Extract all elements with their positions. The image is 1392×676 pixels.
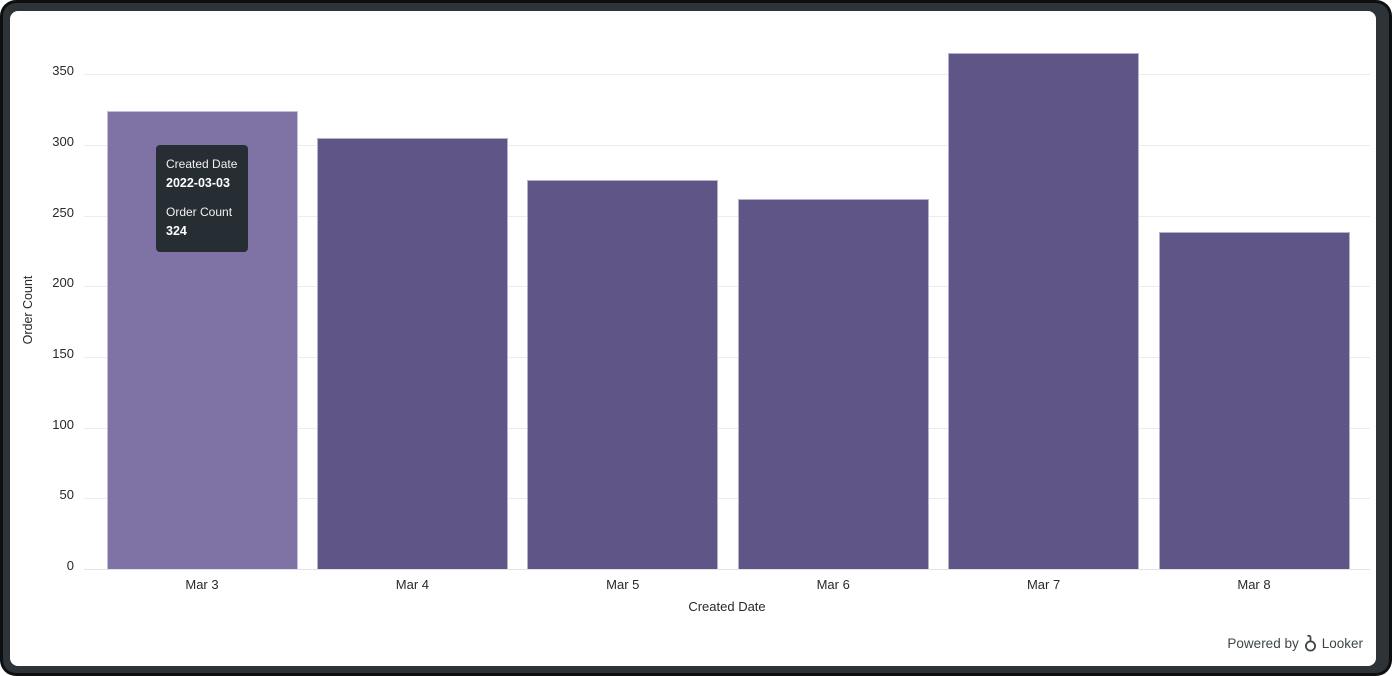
gridline-y-150	[84, 356, 1370, 358]
x-axis-tick-label: Mar 4	[395, 577, 429, 592]
gridline-y-100	[84, 427, 1370, 429]
y-axis-tick-label: 50	[59, 487, 74, 503]
x-axis-tick-label: Mar 5	[606, 577, 640, 592]
bar-mar-4[interactable]	[316, 137, 508, 569]
powered-by-text: Powered by	[1227, 635, 1299, 651]
looker-logo-icon	[1304, 634, 1316, 651]
y-axis-tick-label: 300	[52, 133, 74, 149]
tooltip-dimension-label: Created Date	[166, 157, 238, 171]
y-axis-tick-label: 200	[52, 275, 74, 291]
gridline-y-300	[84, 144, 1370, 146]
tooltip-dimension-value: 2022-03-03	[166, 176, 230, 190]
y-axis-tick-label: 350	[52, 63, 74, 79]
plot-area: 0 50 100 150 200 250 300 350 Mar 3 Mar 4 Mar 5 Mar …	[10, 11, 1376, 666]
x-axis-title: Created Date	[688, 599, 766, 614]
chart-canvas: Order Count 0 50 100 150 200 250 300 350 Mar 3 Ma…	[10, 11, 1376, 666]
gridline-y-250	[84, 215, 1370, 217]
bar-mar-8[interactable]	[1158, 232, 1350, 569]
tooltip-measure-value: 324	[166, 224, 187, 238]
x-axis-tick-label: Mar 6	[816, 577, 850, 592]
gridline-y-350	[84, 74, 1370, 76]
y-axis-tick-label: 250	[52, 204, 74, 220]
y-axis-tick-label: 100	[52, 416, 74, 432]
gridline-y-50	[84, 498, 1370, 500]
gridline-y-200	[84, 286, 1370, 288]
y-axis-tick-label: 150	[52, 345, 74, 361]
looker-brand-text: Looker	[1321, 635, 1363, 651]
x-axis-tick-label: Mar 3	[185, 577, 219, 592]
bar-mar-6[interactable]	[737, 198, 929, 569]
powered-by-looker-link[interactable]: Powered by Looker	[1227, 633, 1363, 653]
tooltip: Created Date 2022-03-03 Order Count 324	[156, 145, 248, 252]
bar-mar-5[interactable]	[527, 180, 719, 569]
x-axis-tick-label: Mar 8	[1237, 577, 1271, 592]
gridline-y-0	[84, 569, 1370, 570]
x-axis-tick-label: Mar 7	[1026, 577, 1061, 592]
y-axis-tick-label: 0	[66, 558, 74, 573]
bar-mar-7[interactable]	[948, 52, 1140, 569]
tooltip-measure-label: Order Count	[166, 205, 233, 219]
